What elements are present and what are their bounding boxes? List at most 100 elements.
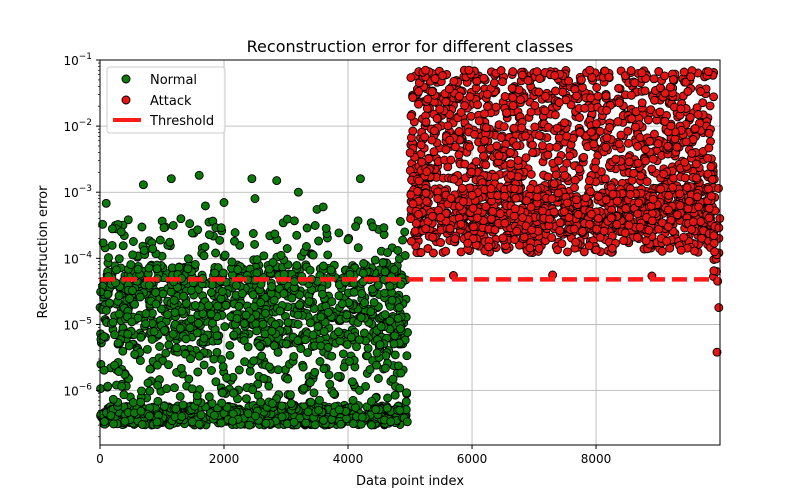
attack-point xyxy=(704,213,714,223)
normal-point xyxy=(215,235,225,245)
normal-point xyxy=(217,398,227,408)
normal-point xyxy=(314,405,324,415)
attack-point xyxy=(525,243,535,253)
attack-point xyxy=(474,116,484,126)
attack-point xyxy=(663,141,673,151)
attack-point xyxy=(685,112,695,122)
attack-point xyxy=(569,224,579,234)
attack-point xyxy=(521,131,530,141)
normal-point xyxy=(218,287,227,296)
normal-point xyxy=(394,303,404,312)
normal-point xyxy=(261,418,271,428)
attack-point xyxy=(469,129,479,139)
normal-point xyxy=(209,354,219,364)
attack-point xyxy=(714,223,724,233)
normal-point xyxy=(319,415,328,425)
normal-point xyxy=(376,322,386,332)
normal-outlier-point xyxy=(166,174,176,184)
normal-point xyxy=(334,228,344,238)
attack-point xyxy=(526,107,536,117)
legend-marker-normal xyxy=(121,74,131,84)
attack-point xyxy=(612,196,622,206)
normal-point xyxy=(385,281,395,291)
normal-point xyxy=(153,396,163,406)
normal-point xyxy=(98,238,108,248)
attack-point xyxy=(507,83,517,93)
attack-point xyxy=(482,89,492,99)
normal-point xyxy=(141,309,151,319)
normal-point xyxy=(352,342,361,352)
normal-outlier-point xyxy=(101,198,111,208)
attack-point xyxy=(547,194,557,204)
attack-point xyxy=(553,188,563,198)
normal-point xyxy=(216,418,226,428)
normal-point xyxy=(136,332,146,342)
attack-point xyxy=(465,142,474,152)
normal-point xyxy=(233,265,243,275)
normal-point xyxy=(359,328,369,338)
normal-point xyxy=(323,342,333,352)
attack-point xyxy=(672,210,682,220)
normal-point xyxy=(206,288,216,297)
attack-point xyxy=(635,222,645,232)
attack-point xyxy=(574,164,584,174)
attack-point xyxy=(479,151,488,161)
normal-point xyxy=(390,331,400,341)
attack-point xyxy=(420,132,430,142)
attack-point xyxy=(710,247,720,257)
attack-outlier-point xyxy=(421,65,430,75)
attack-point xyxy=(549,207,559,217)
normal-point xyxy=(211,377,221,387)
attack-point xyxy=(557,239,567,249)
attack-point xyxy=(494,151,504,161)
attack-point xyxy=(406,236,416,246)
normal-point xyxy=(118,346,128,356)
normal-point xyxy=(358,268,368,278)
normal-point xyxy=(199,333,209,343)
attack-point xyxy=(433,194,443,204)
normal-point xyxy=(305,265,315,275)
attack-point xyxy=(621,204,631,213)
normal-point xyxy=(216,294,226,304)
attack-point xyxy=(679,67,689,77)
normal-point xyxy=(193,225,203,235)
attack-point xyxy=(564,213,574,222)
attack-point xyxy=(473,100,483,110)
normal-point xyxy=(373,374,383,383)
normal-point xyxy=(143,378,153,388)
attack-point xyxy=(421,117,431,127)
attack-point xyxy=(540,106,550,116)
normal-point xyxy=(179,291,189,301)
attack-point xyxy=(515,240,524,250)
normal-point xyxy=(324,370,334,380)
normal-point xyxy=(230,228,240,238)
attack-point xyxy=(684,196,694,206)
attack-point xyxy=(612,219,622,229)
normal-point xyxy=(160,325,169,335)
attack-point xyxy=(602,106,612,115)
attack-point xyxy=(647,164,657,174)
attack-point xyxy=(577,226,587,236)
normal-point xyxy=(117,381,127,391)
normal-point xyxy=(402,388,411,398)
attack-point xyxy=(428,248,438,258)
attack-point xyxy=(709,231,719,241)
normal-point xyxy=(112,265,121,275)
attack-point xyxy=(620,228,630,238)
attack-point xyxy=(495,209,505,219)
attack-point xyxy=(417,157,427,167)
normal-outlier-point xyxy=(107,224,117,234)
normal-point xyxy=(260,308,270,318)
normal-point xyxy=(267,282,277,292)
normal-point xyxy=(282,244,292,253)
normal-point xyxy=(147,334,157,344)
attack-point xyxy=(565,151,575,161)
normal-point xyxy=(110,330,120,340)
normal-point xyxy=(204,301,213,311)
y-tick-label: 10−5 xyxy=(63,316,92,332)
attack-point xyxy=(587,73,597,82)
attack-point xyxy=(563,247,572,257)
attack-point xyxy=(553,156,563,166)
attack-outlier-point xyxy=(712,347,722,357)
